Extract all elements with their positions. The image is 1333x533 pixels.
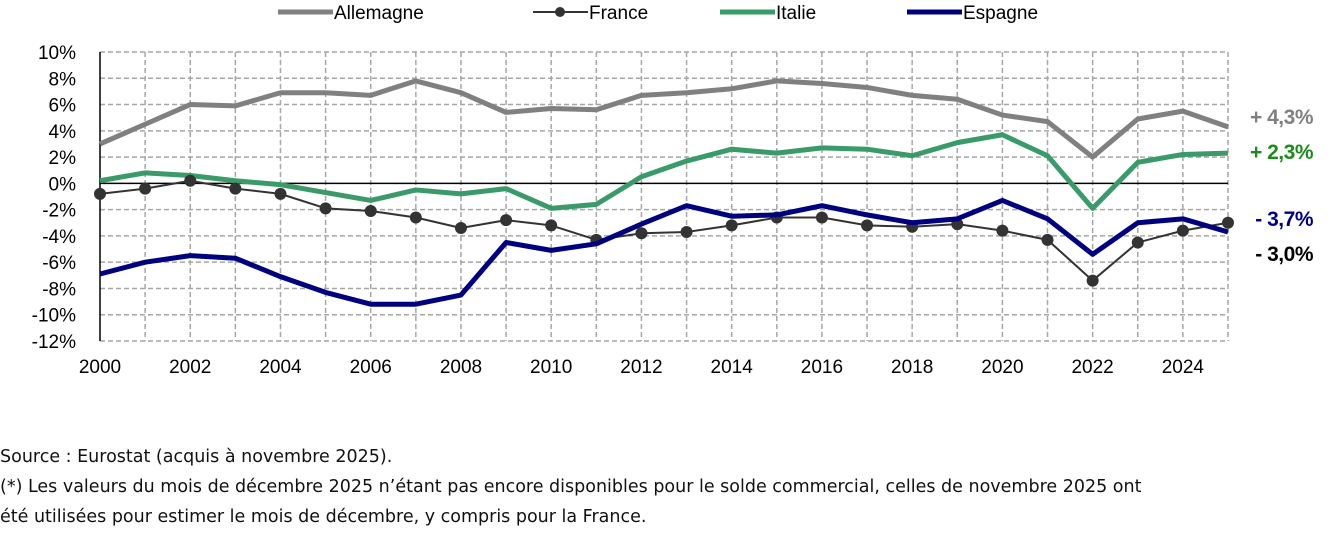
footnote-line-1: (*) Les valeurs du mois de décembre 2025…: [0, 477, 1142, 497]
legend-label-italie: Italie: [776, 3, 816, 24]
series-line-espagne: [99, 197, 1229, 307]
y-tick-label: 2%: [49, 148, 77, 169]
data-point-france: [1086, 274, 1099, 287]
x-tick-label: 2012: [620, 357, 662, 378]
x-tick-label: 2016: [801, 357, 843, 378]
data-point-france: [500, 214, 513, 227]
data-point-france: [1222, 216, 1234, 229]
end-label-allemagne: + 4,3%: [1250, 106, 1314, 129]
end-label-italie: + 2,3%: [1250, 141, 1314, 164]
x-tick-label: 2010: [530, 357, 572, 378]
x-tick-label: 2000: [79, 357, 121, 378]
x-tick-label: 2024: [1162, 357, 1205, 378]
data-point-france: [725, 219, 738, 232]
y-tick-label: 4%: [49, 122, 77, 143]
data-point-france: [1176, 224, 1189, 237]
series-line-allemagne: [98, 78, 1229, 160]
data-point-france: [139, 182, 152, 195]
x-tick-label: 2020: [981, 357, 1023, 378]
legend-label-france: France: [589, 3, 648, 24]
data-point-france: [545, 219, 558, 232]
data-point-france: [815, 211, 828, 224]
y-tick-label: -2%: [42, 201, 76, 222]
y-tick-label: -10%: [32, 306, 76, 327]
data-point-france: [184, 174, 197, 187]
series-line-france: [99, 179, 1229, 282]
end-label-espagne: - 3,7%: [1255, 208, 1314, 231]
y-tick-label: 8%: [49, 69, 77, 90]
data-point-france: [229, 182, 242, 195]
legend-label-allemagne: Allemagne: [334, 3, 424, 24]
data-point-france: [861, 219, 874, 232]
trade-balance-chart: 10% 8% 6% 4% 2% 0% -2% -4% -6% -8% -10% -12%2000 200…: [32, 3, 1315, 378]
y-tick-label: -4%: [42, 227, 76, 248]
data-point-france: [409, 211, 422, 224]
data-point-france: [274, 187, 287, 200]
y-tick-label: 6%: [49, 96, 77, 117]
x-tick-label: 2022: [1071, 357, 1113, 378]
legend-marker: [555, 7, 565, 17]
data-point-france: [996, 224, 1009, 237]
y-tick-label: -6%: [42, 253, 76, 274]
data-point-france: [1131, 236, 1144, 249]
x-tick-label: 2006: [350, 357, 392, 378]
x-tick-label: 2018: [891, 357, 933, 378]
x-tick-label: 2004: [259, 357, 302, 378]
end-label-france: - 3,0%: [1255, 243, 1314, 266]
footnote-line-2: été utilisées pour estimer le mois de dé…: [0, 507, 647, 527]
data-point-france: [454, 222, 467, 235]
y-tick-label: 0%: [49, 174, 77, 195]
series-line-italie: [99, 132, 1229, 211]
data-point-france: [1041, 233, 1054, 246]
legend-label-espagne: Espagne: [963, 3, 1038, 24]
x-tick-label: 2002: [169, 357, 211, 378]
data-point-france: [94, 187, 106, 200]
source-note: Source : Eurostat (acquis à novembre 202…: [0, 447, 393, 467]
data-point-france: [319, 202, 332, 215]
x-tick-label: 2014: [711, 357, 754, 378]
y-tick-label: -8%: [42, 279, 76, 300]
data-point-france: [635, 227, 648, 240]
data-point-france: [364, 204, 377, 217]
data-point-france: [680, 225, 693, 238]
y-tick-label: -12%: [32, 332, 76, 353]
x-tick-label: 2008: [440, 357, 482, 378]
y-tick-label: 10%: [38, 43, 76, 64]
